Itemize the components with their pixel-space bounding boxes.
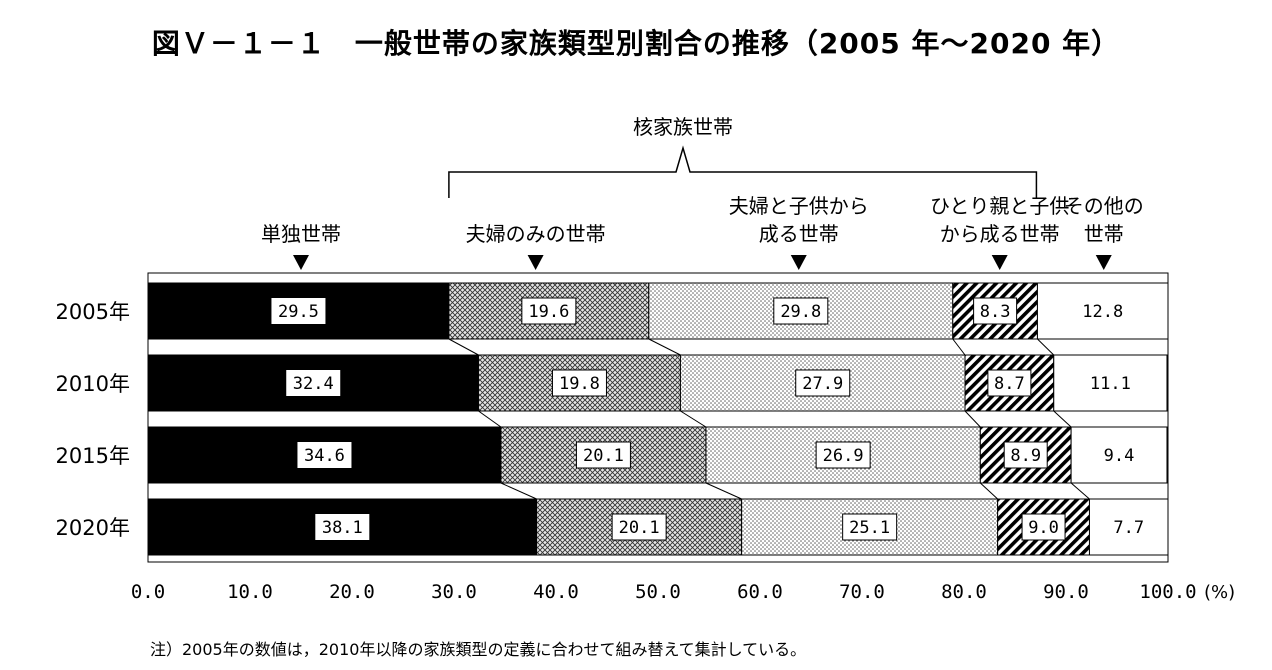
connector-line bbox=[964, 410, 981, 428]
category-label: 2020年 bbox=[56, 516, 130, 540]
value-label: 8.9 bbox=[1010, 446, 1041, 466]
value-label-box bbox=[795, 369, 851, 397]
series-label: 世帯 bbox=[1084, 222, 1124, 246]
value-label-box bbox=[611, 513, 667, 541]
series-label: から成る世帯 bbox=[940, 222, 1060, 246]
value-label: 25.1 bbox=[849, 518, 890, 538]
x-tick-label: 50.0 bbox=[635, 581, 681, 603]
value-label-box bbox=[271, 298, 326, 324]
series-marker-triangle bbox=[293, 255, 309, 270]
value-label-box bbox=[551, 369, 607, 397]
connector-line bbox=[500, 482, 537, 500]
value-label: 38.1 bbox=[322, 518, 363, 538]
series-label: 単独世帯 bbox=[261, 222, 341, 246]
category-label: 2010年 bbox=[56, 372, 130, 396]
x-unit-label: (%) bbox=[1204, 582, 1235, 603]
value-label: 26.9 bbox=[823, 446, 864, 466]
value-label: 20.1 bbox=[583, 446, 624, 466]
bar-segment bbox=[1088, 498, 1169, 556]
series-label: 成る世帯 bbox=[759, 222, 839, 246]
x-tick-label: 30.0 bbox=[431, 581, 477, 603]
value-label-box bbox=[521, 297, 577, 325]
connector-lines bbox=[448, 338, 1090, 500]
value-label: 19.6 bbox=[528, 302, 569, 322]
x-tick-label: 90.0 bbox=[1043, 581, 1089, 603]
value-label-box bbox=[987, 369, 1032, 397]
series-marker-triangle bbox=[790, 255, 807, 270]
value-label-box bbox=[315, 514, 370, 540]
value-label: 11.1 bbox=[1090, 374, 1131, 394]
value-label: 9.0 bbox=[1028, 518, 1059, 538]
bar-segment bbox=[448, 282, 650, 340]
x-tick-label: 60.0 bbox=[737, 581, 783, 603]
footnote: 注）2005年の数値は，2010年以降の家族類型の定義に合わせて組み替えて集計し… bbox=[150, 640, 807, 659]
connector-line bbox=[680, 410, 707, 428]
value-label: 19.8 bbox=[559, 374, 600, 394]
x-tick-label: 80.0 bbox=[941, 581, 987, 603]
series-marker-triangle bbox=[1095, 255, 1112, 270]
connector-line bbox=[952, 338, 966, 356]
value-label-box bbox=[842, 513, 898, 541]
connector-line bbox=[478, 410, 502, 428]
value-label-box bbox=[297, 442, 352, 468]
bars-group bbox=[147, 282, 1169, 556]
series-label: その他の bbox=[1064, 194, 1144, 218]
value-label-box bbox=[1003, 441, 1048, 469]
group-label: 核家族世帯 bbox=[633, 115, 733, 139]
value-label: 8.7 bbox=[994, 374, 1025, 394]
value-label-box bbox=[973, 297, 1018, 325]
x-tick-label: 0.0 bbox=[131, 581, 165, 603]
connector-line bbox=[1053, 410, 1072, 428]
value-label-box bbox=[773, 297, 829, 325]
value-label: 9.4 bbox=[1104, 446, 1135, 466]
value-label: 20.1 bbox=[619, 518, 660, 538]
value-label: 32.4 bbox=[293, 374, 334, 394]
series-label: 夫婦のみの世帯 bbox=[466, 222, 606, 246]
value-label: 12.8 bbox=[1082, 302, 1123, 322]
bar-segment bbox=[1036, 282, 1169, 340]
x-tick-label: 70.0 bbox=[839, 581, 885, 603]
value-label: 7.7 bbox=[1113, 518, 1144, 538]
connector-line bbox=[705, 482, 742, 500]
connector-line bbox=[979, 482, 998, 500]
value-label: 27.9 bbox=[802, 374, 843, 394]
x-tick-label: 100.0 bbox=[1139, 581, 1196, 603]
bar-segment bbox=[1053, 354, 1168, 412]
bar-segment bbox=[979, 426, 1072, 484]
series-label: 夫婦と子供から bbox=[729, 194, 869, 218]
connector-line bbox=[448, 338, 479, 356]
connector-line bbox=[1037, 338, 1055, 356]
category-labels-group: 2005年 2010年 2015年 2020年 bbox=[56, 300, 130, 540]
x-axis-ticks-group: 0.0 10.0 20.0 30.0 40.0 50.0 60.0 70.0 80.0 90.0 1… bbox=[131, 581, 1235, 603]
connector-line bbox=[1070, 482, 1090, 500]
series-label: ひとり親と子供 bbox=[930, 194, 1069, 218]
stacked-bar-chart: 29.5 19.6 29.8 8.3 12.8 32.4 19.8 27.9 8.7 11.1 34… bbox=[56, 115, 1236, 603]
category-label: 2015年 bbox=[56, 444, 130, 468]
series-marker-triangle bbox=[991, 255, 1008, 270]
value-label: 29.8 bbox=[780, 302, 821, 322]
value-label-box bbox=[815, 441, 871, 469]
series-marker-triangle bbox=[527, 255, 544, 270]
value-label: 29.5 bbox=[278, 302, 319, 322]
value-label-box bbox=[1021, 513, 1066, 541]
value-label-box bbox=[286, 370, 341, 396]
brace-line bbox=[448, 145, 1038, 198]
x-tick-label: 10.0 bbox=[227, 581, 273, 603]
chart-title: 図Ｖ－１－１ 一般世帯の家族類型別割合の推移（2005 年～2020 年） bbox=[151, 27, 1121, 60]
category-label: 2005年 bbox=[56, 300, 130, 324]
value-label: 8.3 bbox=[980, 302, 1011, 322]
connector-line bbox=[648, 338, 681, 356]
bar-segment bbox=[1070, 426, 1168, 484]
nuclear-family-brace: 核家族世帯 bbox=[448, 115, 1038, 198]
value-label: 34.6 bbox=[304, 446, 345, 466]
value-labels-group: 29.5 19.6 29.8 8.3 12.8 32.4 19.8 27.9 8.7 11.1 34… bbox=[271, 297, 1144, 541]
plot-area-frame bbox=[147, 272, 1169, 563]
x-tick-label: 20.0 bbox=[329, 581, 375, 603]
x-tick-label: 40.0 bbox=[533, 581, 579, 603]
value-label-box bbox=[575, 441, 631, 469]
